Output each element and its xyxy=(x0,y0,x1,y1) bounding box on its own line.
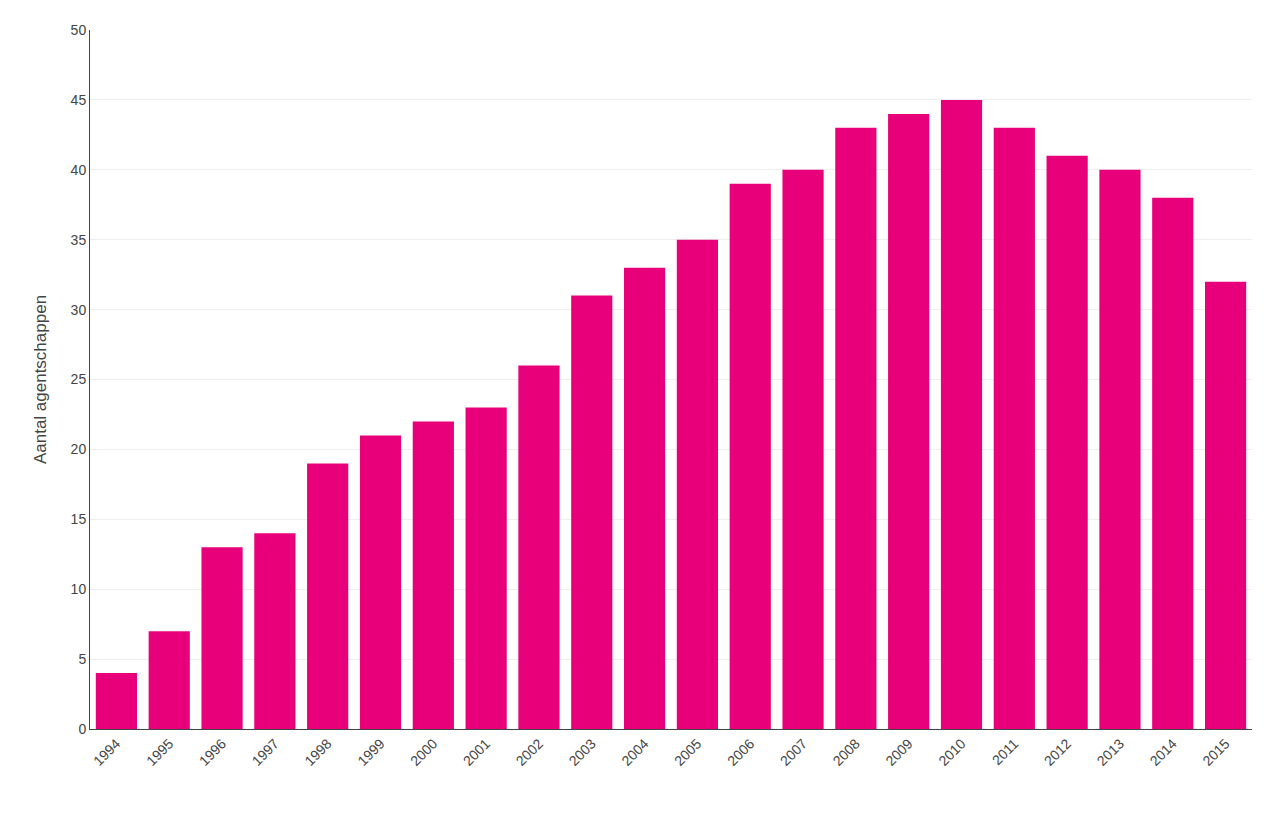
svg-text:1997: 1997 xyxy=(249,735,282,768)
svg-text:2013: 2013 xyxy=(1094,735,1127,768)
svg-text:2008: 2008 xyxy=(830,735,863,768)
svg-text:1994: 1994 xyxy=(90,735,123,768)
svg-text:1995: 1995 xyxy=(143,735,176,768)
svg-text:Aantal agentschappen: Aantal agentschappen xyxy=(31,295,50,464)
svg-text:2009: 2009 xyxy=(882,735,915,768)
svg-text:2006: 2006 xyxy=(724,735,757,768)
svg-text:2005: 2005 xyxy=(671,735,704,768)
svg-text:45: 45 xyxy=(71,92,87,108)
svg-text:50: 50 xyxy=(71,22,87,38)
svg-text:2010: 2010 xyxy=(935,735,968,768)
svg-text:1999: 1999 xyxy=(354,735,387,768)
svg-text:2003: 2003 xyxy=(565,735,598,768)
svg-text:35: 35 xyxy=(71,232,87,248)
svg-text:2004: 2004 xyxy=(618,735,651,768)
svg-text:2001: 2001 xyxy=(460,735,493,768)
svg-text:25: 25 xyxy=(71,371,87,387)
svg-text:10: 10 xyxy=(71,581,87,597)
svg-text:40: 40 xyxy=(71,162,87,178)
svg-text:1998: 1998 xyxy=(301,735,334,768)
svg-text:2015: 2015 xyxy=(1199,735,1232,768)
svg-text:2007: 2007 xyxy=(777,735,810,768)
svg-text:2012: 2012 xyxy=(1041,735,1074,768)
svg-text:2002: 2002 xyxy=(513,735,546,768)
svg-text:2014: 2014 xyxy=(1146,735,1179,768)
svg-text:15: 15 xyxy=(71,511,87,527)
svg-text:1996: 1996 xyxy=(196,735,229,768)
svg-text:2011: 2011 xyxy=(989,735,1022,768)
svg-text:20: 20 xyxy=(71,441,87,457)
svg-text:0: 0 xyxy=(78,721,86,737)
svg-text:2000: 2000 xyxy=(407,735,440,768)
svg-text:5: 5 xyxy=(78,651,86,667)
svg-text:30: 30 xyxy=(71,302,87,318)
